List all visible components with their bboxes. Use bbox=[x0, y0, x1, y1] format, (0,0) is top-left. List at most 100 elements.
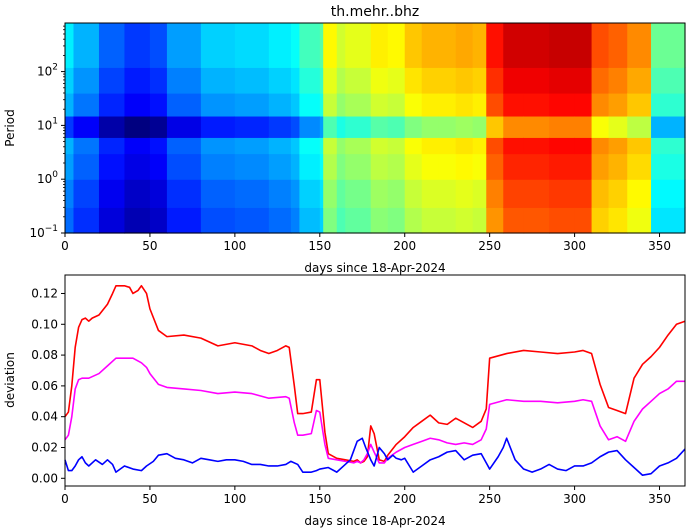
heatmap-cell bbox=[200, 137, 236, 155]
heatmap-cell bbox=[370, 93, 389, 117]
heatmap-cell bbox=[627, 67, 652, 94]
heatmap-cell bbox=[149, 23, 168, 68]
heatmap-cell bbox=[591, 207, 610, 234]
deviation-y-tick-label: 0.02 bbox=[31, 440, 58, 454]
heatmap-cell bbox=[486, 207, 504, 234]
heatmap-cell bbox=[73, 23, 100, 68]
heatmap-cell bbox=[523, 23, 550, 68]
heatmap-cell bbox=[591, 115, 610, 138]
heatmap-cell bbox=[299, 137, 321, 155]
heatmap-cell bbox=[503, 179, 525, 208]
heatmap-cell bbox=[336, 153, 346, 180]
heatmap-cell bbox=[336, 93, 346, 117]
heatmap-cell bbox=[299, 179, 321, 208]
heatmap-cell bbox=[651, 207, 686, 234]
heatmap-cell bbox=[370, 23, 389, 68]
deviation-panel: 0 50 100 150 200 250 300 350 0.000.020.040.060.… bbox=[3, 274, 686, 528]
heatmap-cell bbox=[200, 153, 236, 180]
heatmap-cell bbox=[574, 137, 593, 155]
heatmap-cell bbox=[73, 153, 100, 180]
heatmap-cell bbox=[627, 23, 652, 68]
heatmap-cell bbox=[503, 67, 525, 94]
heatmap-cell bbox=[166, 115, 202, 138]
heatmap-cell bbox=[387, 93, 406, 117]
heatmap-cell bbox=[591, 179, 610, 208]
heatmap-cell bbox=[404, 93, 423, 117]
heatmap-cell bbox=[234, 207, 270, 234]
heatmap-cell bbox=[299, 153, 321, 180]
heatmap-cell bbox=[200, 179, 236, 208]
deviation-y-tick-label: 0.00 bbox=[31, 471, 58, 485]
heatmap-cell bbox=[149, 93, 168, 117]
deviation-series-line-2 bbox=[64, 357, 685, 464]
heatmap-cell bbox=[319, 153, 324, 180]
heatmap-cell bbox=[549, 207, 576, 234]
heatmap-cell bbox=[523, 153, 550, 180]
heatmap-cell bbox=[503, 115, 525, 138]
heatmap-cell bbox=[149, 137, 168, 155]
heatmap-cell bbox=[404, 137, 423, 155]
heatmap-cell bbox=[421, 207, 440, 234]
heatmap-cell bbox=[319, 93, 324, 117]
heatmap-cell bbox=[323, 93, 338, 117]
heatmap-cell bbox=[486, 137, 504, 155]
heatmap-cell bbox=[336, 115, 346, 138]
heatmap-cell bbox=[299, 23, 321, 68]
heatmap-cell bbox=[523, 207, 550, 234]
heatmap-cell bbox=[455, 153, 474, 180]
heatmap-cell bbox=[574, 115, 593, 138]
heatmap-cell bbox=[472, 67, 487, 94]
heatmap-cell bbox=[549, 153, 576, 180]
heatmap-cell bbox=[523, 137, 550, 155]
heatmap-cell bbox=[234, 179, 270, 208]
heatmap-cell bbox=[472, 207, 487, 234]
deviation-x-tick-label: 0 bbox=[61, 492, 69, 506]
heatmap-cell bbox=[486, 93, 504, 117]
heatmap-cell bbox=[387, 153, 406, 180]
heatmap-cell bbox=[268, 179, 292, 208]
deviation-frame bbox=[64, 274, 686, 487]
heatmap-cell bbox=[268, 207, 292, 234]
heatmap-cell bbox=[523, 67, 550, 94]
heatmap-cell bbox=[455, 115, 474, 138]
heatmap-cell bbox=[651, 115, 686, 138]
heatmap-cell bbox=[299, 115, 321, 138]
heatmap-title: th.mehr..bhz bbox=[331, 4, 419, 20]
heatmap-cell bbox=[503, 93, 525, 117]
heatmap-cell bbox=[124, 93, 151, 117]
heatmap-cell bbox=[651, 93, 686, 117]
heatmap-cell bbox=[472, 93, 487, 117]
heatmap-cell bbox=[149, 115, 168, 138]
heatmap-cell bbox=[65, 93, 75, 117]
heatmap-cell bbox=[472, 23, 487, 68]
deviation-x-tick-label: 100 bbox=[223, 492, 246, 506]
heatmap-cell bbox=[651, 67, 686, 94]
heatmap-cell bbox=[455, 93, 474, 117]
heatmap-cell bbox=[503, 23, 525, 68]
heatmap-cell bbox=[323, 23, 338, 68]
heatmap-cell bbox=[345, 93, 372, 117]
heatmap-cell bbox=[472, 153, 487, 180]
heatmap-cell bbox=[404, 207, 423, 234]
deviation-x-tick-label: 300 bbox=[563, 492, 586, 506]
heatmap-cell bbox=[651, 153, 686, 180]
heatmap-cell bbox=[627, 179, 652, 208]
heatmap-cell bbox=[591, 153, 610, 180]
heatmap-cell bbox=[387, 67, 406, 94]
deviation-lines bbox=[64, 284, 686, 477]
heatmap-cell bbox=[438, 23, 457, 68]
heatmap-cell bbox=[200, 207, 236, 234]
heatmap-cell bbox=[234, 137, 270, 155]
heatmap-cell bbox=[591, 67, 610, 94]
heatmap-cell bbox=[319, 137, 324, 155]
heatmap-cell bbox=[166, 23, 202, 68]
heatmap-cell bbox=[336, 67, 346, 94]
heatmap-cell bbox=[421, 115, 440, 138]
heatmap-cell bbox=[98, 23, 126, 68]
heatmap-cell bbox=[166, 137, 202, 155]
heatmap-cell bbox=[73, 207, 100, 234]
heatmap-cell bbox=[98, 153, 126, 180]
heatmap-cell bbox=[523, 179, 550, 208]
heatmap-cell bbox=[421, 153, 440, 180]
